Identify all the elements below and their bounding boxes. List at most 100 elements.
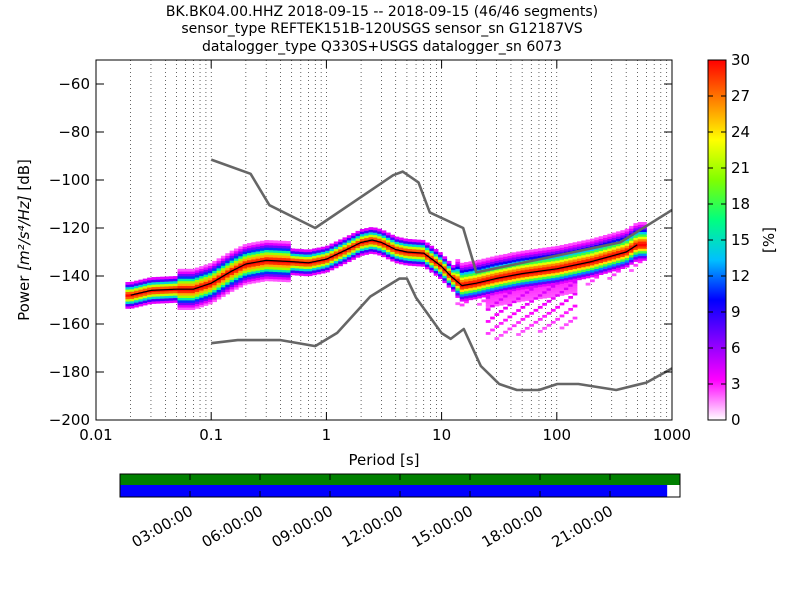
heatmap-cell — [642, 246, 647, 249]
heatmap-cell — [585, 239, 591, 243]
heatmap-cell — [264, 252, 270, 255]
heatmap-cell — [290, 250, 296, 254]
heatmap-cell — [372, 244, 378, 248]
heatmap-cell — [377, 228, 382, 232]
heatmap-cell — [624, 255, 630, 258]
heatmap-cell — [446, 263, 452, 267]
heatmap-cell — [177, 290, 183, 294]
heatmap-cell — [238, 258, 244, 262]
heatmap-cell — [199, 268, 204, 272]
heatmap-cell — [572, 283, 578, 286]
heatmap-cell — [542, 271, 547, 275]
heatmap-cell — [550, 296, 556, 300]
heatmap-cell — [576, 243, 582, 247]
heatmap-cell — [186, 285, 191, 289]
heatmap-cell — [229, 262, 235, 266]
heatmap-cell — [277, 245, 283, 249]
heatmap-cell — [307, 266, 313, 269]
heatmap-cell — [490, 271, 495, 274]
heatmap-cell — [589, 248, 595, 252]
heatmap-cell — [390, 234, 396, 238]
heatmap-cell — [616, 255, 621, 259]
heatmap-cell — [598, 238, 604, 242]
heatmap-cell — [498, 271, 504, 275]
heatmap-cell — [563, 244, 569, 247]
heatmap-cell — [220, 286, 226, 290]
heatmap-cell — [372, 251, 378, 255]
heatmap-cell — [446, 275, 452, 279]
heatmap-cell — [537, 274, 543, 278]
heatmap-cell — [611, 249, 617, 253]
heatmap-cell — [537, 284, 543, 288]
heatmap-cell — [642, 250, 647, 254]
heatmap-cell — [186, 297, 191, 301]
heatmap-cell — [529, 273, 534, 277]
heatmap-cell — [568, 243, 574, 246]
heatmap-cell — [507, 277, 513, 280]
heatmap-cell — [385, 234, 391, 238]
heatmap-cell — [485, 320, 491, 323]
heatmap-cell — [572, 273, 578, 277]
heatmap-cell — [563, 289, 569, 293]
heatmap-cell — [607, 236, 613, 240]
heatmap-cell — [429, 260, 435, 263]
heatmap-cell — [181, 307, 187, 310]
heatmap-cell — [520, 296, 526, 300]
heatmap-cell — [303, 254, 309, 257]
heatmap-cell — [494, 298, 500, 302]
heatmap-cell — [559, 292, 565, 296]
heatmap-cell — [607, 241, 613, 244]
heatmap-cell — [498, 297, 504, 301]
heatmap-cell — [359, 231, 365, 235]
heatmap-cell — [507, 284, 513, 288]
heatmap-cell — [242, 256, 248, 259]
heatmap-cell — [563, 287, 569, 291]
heatmap-cell — [438, 256, 443, 260]
heatmap-cell — [186, 302, 191, 306]
heatmap-cell — [420, 239, 426, 243]
heatmap-cell — [381, 230, 387, 234]
heatmap-cell — [546, 271, 552, 274]
x-tick-label: 10 — [432, 426, 451, 444]
heatmap-cell — [546, 266, 552, 270]
heatmap-cell — [381, 237, 387, 241]
heatmap-cell — [199, 290, 204, 293]
heatmap-cell — [381, 247, 387, 250]
heatmap-cell — [563, 256, 569, 259]
heatmap-cell — [190, 278, 196, 282]
heatmap-cell — [255, 265, 261, 269]
heatmap-cell — [550, 263, 556, 267]
heatmap-cell — [251, 251, 257, 255]
heatmap-cell — [563, 292, 569, 295]
heatmap-cell — [364, 247, 369, 251]
heatmap-cell — [333, 263, 339, 266]
heatmap-cell — [173, 290, 178, 294]
heatmap-cell — [481, 292, 487, 296]
heatmap-cell — [181, 302, 187, 306]
heatmap-cell — [359, 243, 365, 247]
heatmap-cell — [533, 292, 539, 295]
heatmap-cell — [594, 261, 600, 265]
heatmap-cell — [368, 231, 374, 235]
heatmap-cell — [134, 287, 139, 291]
heatmap-cell — [212, 282, 217, 286]
heatmap-cell — [607, 277, 613, 280]
heatmap-cell — [464, 281, 469, 285]
heatmap-cell — [516, 251, 521, 255]
heatmap-cell — [633, 247, 639, 250]
heatmap-cell — [255, 248, 261, 252]
heatmap-cell — [529, 299, 534, 303]
heatmap-cell — [555, 257, 561, 261]
time-coverage: 03:00:00 06:00:00 09:00:00 12:00:00 15:00:00… — [119, 473, 681, 551]
heatmap-cell — [372, 246, 378, 250]
heatmap-cell — [316, 271, 322, 275]
heatmap-cell — [138, 279, 144, 283]
heatmap-cell — [498, 302, 504, 306]
heatmap-cell — [494, 301, 500, 304]
heatmap-cell — [472, 284, 478, 288]
heatmap-cell — [537, 279, 543, 283]
heatmap-cell — [555, 317, 561, 321]
heatmap-cell — [181, 285, 187, 289]
heatmap-cell — [438, 276, 443, 279]
processed-coverage-bar — [120, 485, 668, 497]
